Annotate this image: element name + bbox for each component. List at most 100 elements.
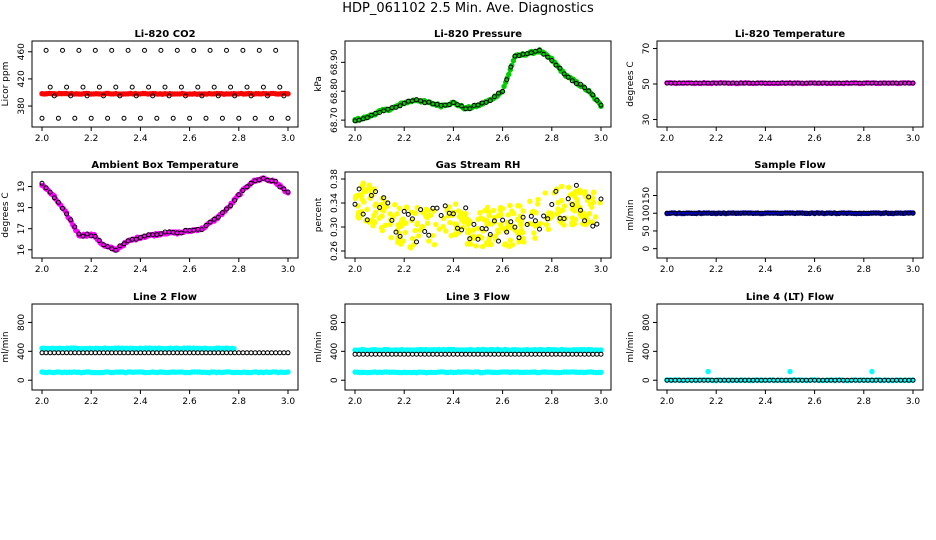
data-point xyxy=(486,209,492,215)
data-point xyxy=(399,223,405,229)
data-point xyxy=(43,350,49,356)
data-point xyxy=(372,209,379,216)
data-point xyxy=(51,195,57,201)
data-point xyxy=(121,350,127,356)
data-point xyxy=(64,84,70,90)
data-point xyxy=(72,350,78,356)
data-point xyxy=(520,208,526,214)
data-point xyxy=(84,231,90,237)
data-point xyxy=(532,218,538,224)
data-point xyxy=(537,226,542,232)
data-point xyxy=(553,62,559,68)
y-axis-label: degrees C xyxy=(626,61,636,106)
data-point xyxy=(497,222,504,228)
data-point xyxy=(417,227,423,233)
data-point xyxy=(76,47,82,53)
data-point xyxy=(191,47,197,53)
x-tick-label: 2.0 xyxy=(35,265,50,275)
data-point xyxy=(438,351,444,357)
data-point xyxy=(92,47,98,53)
data-point xyxy=(516,235,522,241)
data-point xyxy=(515,203,521,209)
data-point xyxy=(455,351,460,357)
data-point xyxy=(39,350,45,356)
data-point xyxy=(549,213,555,220)
data-point xyxy=(388,234,394,241)
data-point xyxy=(598,196,604,202)
x-tick-label: 2.6 xyxy=(495,397,510,407)
data-point xyxy=(463,351,469,357)
data-point xyxy=(557,65,563,71)
data-point xyxy=(256,350,262,356)
data-point xyxy=(366,182,372,188)
data-point xyxy=(285,91,291,97)
x-tick-label: 2.2 xyxy=(709,265,723,275)
panel-title: Line 3 Flow xyxy=(446,292,510,303)
data-point xyxy=(558,183,565,190)
data-point xyxy=(574,199,580,206)
data-point xyxy=(166,350,172,356)
data-point xyxy=(553,351,559,357)
data-point xyxy=(117,93,123,99)
x-tick-label: 2.4 xyxy=(446,397,461,407)
data-point xyxy=(545,216,551,222)
data-point xyxy=(389,217,395,223)
series-cyan-low xyxy=(352,369,604,376)
figure-title: HDP_061102 2.5 Min. Ave. Diagnostics xyxy=(342,1,594,16)
data-point xyxy=(578,351,583,357)
data-point xyxy=(187,350,193,356)
data-point xyxy=(586,210,593,217)
data-point xyxy=(579,213,586,220)
data-point xyxy=(232,197,238,203)
data-point xyxy=(487,351,493,357)
data-point xyxy=(356,215,362,221)
data-point xyxy=(240,188,246,193)
data-point xyxy=(528,351,534,357)
y-axis-label: ml/min xyxy=(626,331,636,362)
plot-frame xyxy=(344,171,612,259)
y-tick-label: 420 xyxy=(17,70,27,87)
data-point xyxy=(269,350,275,356)
y-tick-label: 380 xyxy=(17,97,27,114)
data-point xyxy=(418,351,424,357)
data-point xyxy=(219,350,225,356)
x-tick-label: 3.0 xyxy=(906,134,921,144)
plot-frame xyxy=(656,303,924,391)
data-point xyxy=(101,93,106,99)
data-point xyxy=(426,232,432,238)
data-point xyxy=(117,350,123,356)
data-point xyxy=(541,213,547,219)
panel-title: Sample Flow xyxy=(754,160,826,171)
data-point xyxy=(446,351,452,357)
data-point xyxy=(423,206,429,213)
data-point xyxy=(471,221,477,227)
y-axis-label: degrees C xyxy=(1,192,11,237)
data-point xyxy=(224,350,229,356)
data-point xyxy=(101,242,106,248)
data-point xyxy=(532,351,538,357)
x-tick-label: 2.8 xyxy=(545,397,560,407)
series-green xyxy=(352,47,604,124)
data-point xyxy=(88,115,94,121)
data-point xyxy=(285,189,291,195)
data-point xyxy=(154,115,160,121)
data-point xyxy=(376,215,382,221)
data-point xyxy=(133,93,139,99)
x-tick-label: 2.6 xyxy=(807,397,822,407)
data-point xyxy=(517,230,523,236)
data-point xyxy=(178,230,184,236)
data-point xyxy=(487,98,493,104)
data-point xyxy=(512,351,518,357)
data-point xyxy=(368,351,374,357)
data-point xyxy=(424,220,431,226)
y-tick-label: 0.34 xyxy=(330,193,340,213)
x-tick-label: 2.0 xyxy=(35,134,50,144)
data-point xyxy=(64,211,70,217)
series-black xyxy=(39,350,291,356)
data-point xyxy=(409,351,415,357)
data-point xyxy=(509,208,515,214)
y-axis-label: Licor ppm xyxy=(1,62,11,107)
data-point xyxy=(385,351,391,357)
data-point xyxy=(412,227,418,234)
